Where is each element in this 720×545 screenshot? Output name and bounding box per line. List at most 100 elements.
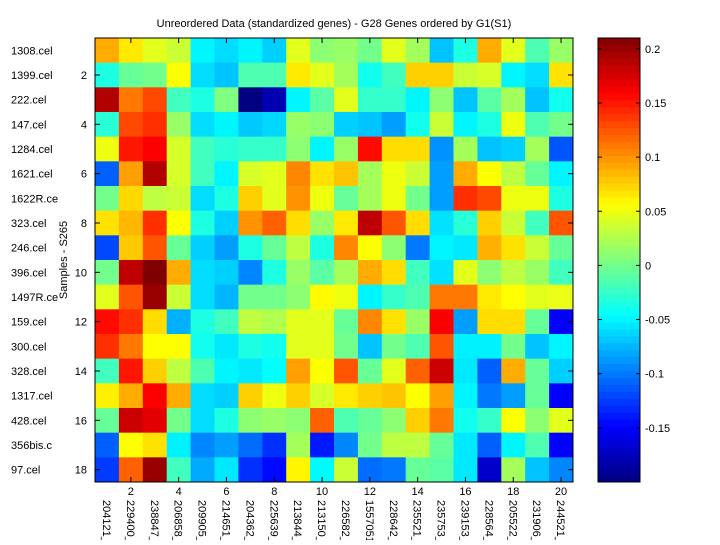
heatmap-cell — [286, 161, 311, 187]
heatmap-cell — [286, 309, 311, 335]
heatmap-cell — [142, 408, 168, 434]
row-label: 1308.cel — [11, 45, 53, 57]
colorbar-segment — [598, 204, 640, 212]
heatmap-cell — [405, 284, 431, 310]
heatmap-cell — [118, 284, 144, 310]
heatmap-cell — [262, 112, 287, 138]
heatmap-cell — [310, 136, 335, 162]
heatmap-cell — [95, 284, 120, 310]
row-label: 97.cel — [11, 465, 40, 477]
heatmap-cell — [118, 235, 144, 261]
heatmap-cell — [429, 62, 454, 88]
heatmap-cell — [286, 62, 311, 88]
heatmap-cell — [429, 161, 454, 187]
heatmap-cell — [525, 383, 550, 409]
heatmap-cell — [262, 235, 287, 261]
colorbar-segment — [598, 419, 640, 427]
column-label: 205522_ — [506, 500, 518, 540]
heatmap-cell — [477, 38, 502, 64]
colorbar-segment — [598, 371, 640, 379]
heatmap-cell — [262, 136, 287, 162]
column-label: 204121_ — [100, 500, 112, 540]
heatmap-cell — [214, 334, 239, 360]
heatmap-cell — [334, 38, 359, 64]
heatmap-cell — [381, 432, 407, 458]
heatmap-cell — [334, 260, 359, 286]
colorbar-segment — [598, 266, 640, 275]
heatmap-cell — [166, 432, 192, 458]
heatmap-cell — [310, 112, 335, 138]
column-label: 244521_ — [554, 500, 566, 540]
heatmap-cell — [286, 408, 311, 434]
heatmap-cell — [310, 309, 335, 335]
colorbar-segment — [598, 461, 640, 469]
heatmap-cell — [525, 284, 550, 310]
heatmap-cell — [357, 260, 383, 286]
y-tick-label: 18 — [75, 465, 87, 477]
heatmap-cell — [310, 186, 335, 212]
heatmap-cell — [549, 235, 574, 261]
heatmap-cell — [334, 408, 359, 434]
heatmap-cell — [334, 457, 359, 483]
heatmap-cell — [238, 235, 263, 261]
colorbar-segment — [598, 253, 640, 261]
heatmap-cell — [429, 186, 454, 212]
heatmap-cell — [357, 62, 383, 88]
heatmap-cell — [357, 87, 383, 113]
heatmap-cell — [357, 284, 383, 310]
colorbar-segment — [598, 197, 640, 205]
heatmap-cell — [381, 136, 407, 162]
heatmap-cell — [238, 284, 263, 310]
heatmap-cell — [429, 87, 454, 113]
heatmap-cell — [549, 136, 574, 162]
heatmap-cell — [357, 186, 383, 212]
colorbar-segment — [598, 280, 640, 289]
heatmap-cell — [429, 136, 454, 162]
column-label: 239153_ — [458, 500, 470, 540]
heatmap-cell — [525, 260, 550, 286]
colorbar-tick-label: 0 — [645, 260, 651, 272]
heatmap-cell — [334, 432, 359, 458]
colorbar-segment — [598, 322, 640, 330]
heatmap-cell — [381, 408, 407, 434]
colorbar-segment — [598, 377, 640, 386]
heatmap-cell — [501, 186, 526, 212]
row-label: 159.cel — [11, 317, 46, 329]
heatmap-cell — [405, 334, 431, 360]
column-label: 231906_ — [530, 500, 542, 540]
heatmap-cell — [286, 334, 311, 360]
heatmap-cell — [238, 136, 263, 162]
heatmap-cell — [142, 186, 168, 212]
heatmap-cell — [549, 87, 574, 113]
heatmap-cell — [405, 62, 431, 88]
heatmap-cell — [477, 432, 502, 458]
heatmap-cell — [166, 408, 192, 434]
heatmap-cell — [286, 432, 311, 458]
heatmap-cell — [238, 432, 263, 458]
heatmap-cell — [142, 383, 168, 409]
heatmap-cell — [477, 284, 502, 310]
heatmap-cell — [310, 210, 335, 236]
heatmap-cell — [381, 210, 407, 236]
heatmap-cell — [525, 87, 550, 113]
x-tick-label: 10 — [316, 486, 328, 498]
heatmap-cell — [214, 62, 239, 88]
heatmap-cell — [453, 358, 478, 384]
heatmap-cell — [405, 408, 431, 434]
x-tick-label: 20 — [555, 486, 567, 498]
y-tick-label: 12 — [75, 317, 87, 329]
colorbar-segment — [598, 364, 640, 372]
heatmap-cell — [238, 62, 263, 88]
heatmap-cell — [429, 284, 454, 310]
heatmap-cell — [118, 87, 144, 113]
heatmap-cell — [118, 358, 144, 384]
heatmap-cell — [453, 408, 478, 434]
heatmap-cell — [142, 87, 168, 113]
heatmap-cell — [334, 62, 359, 88]
heatmap-cell — [190, 62, 215, 88]
heatmap-cell — [286, 38, 311, 64]
heatmap-cell — [453, 136, 478, 162]
heatmap-cell — [525, 432, 550, 458]
column-label: 225639_ — [267, 500, 279, 540]
row-label: 328.cel — [11, 366, 46, 378]
